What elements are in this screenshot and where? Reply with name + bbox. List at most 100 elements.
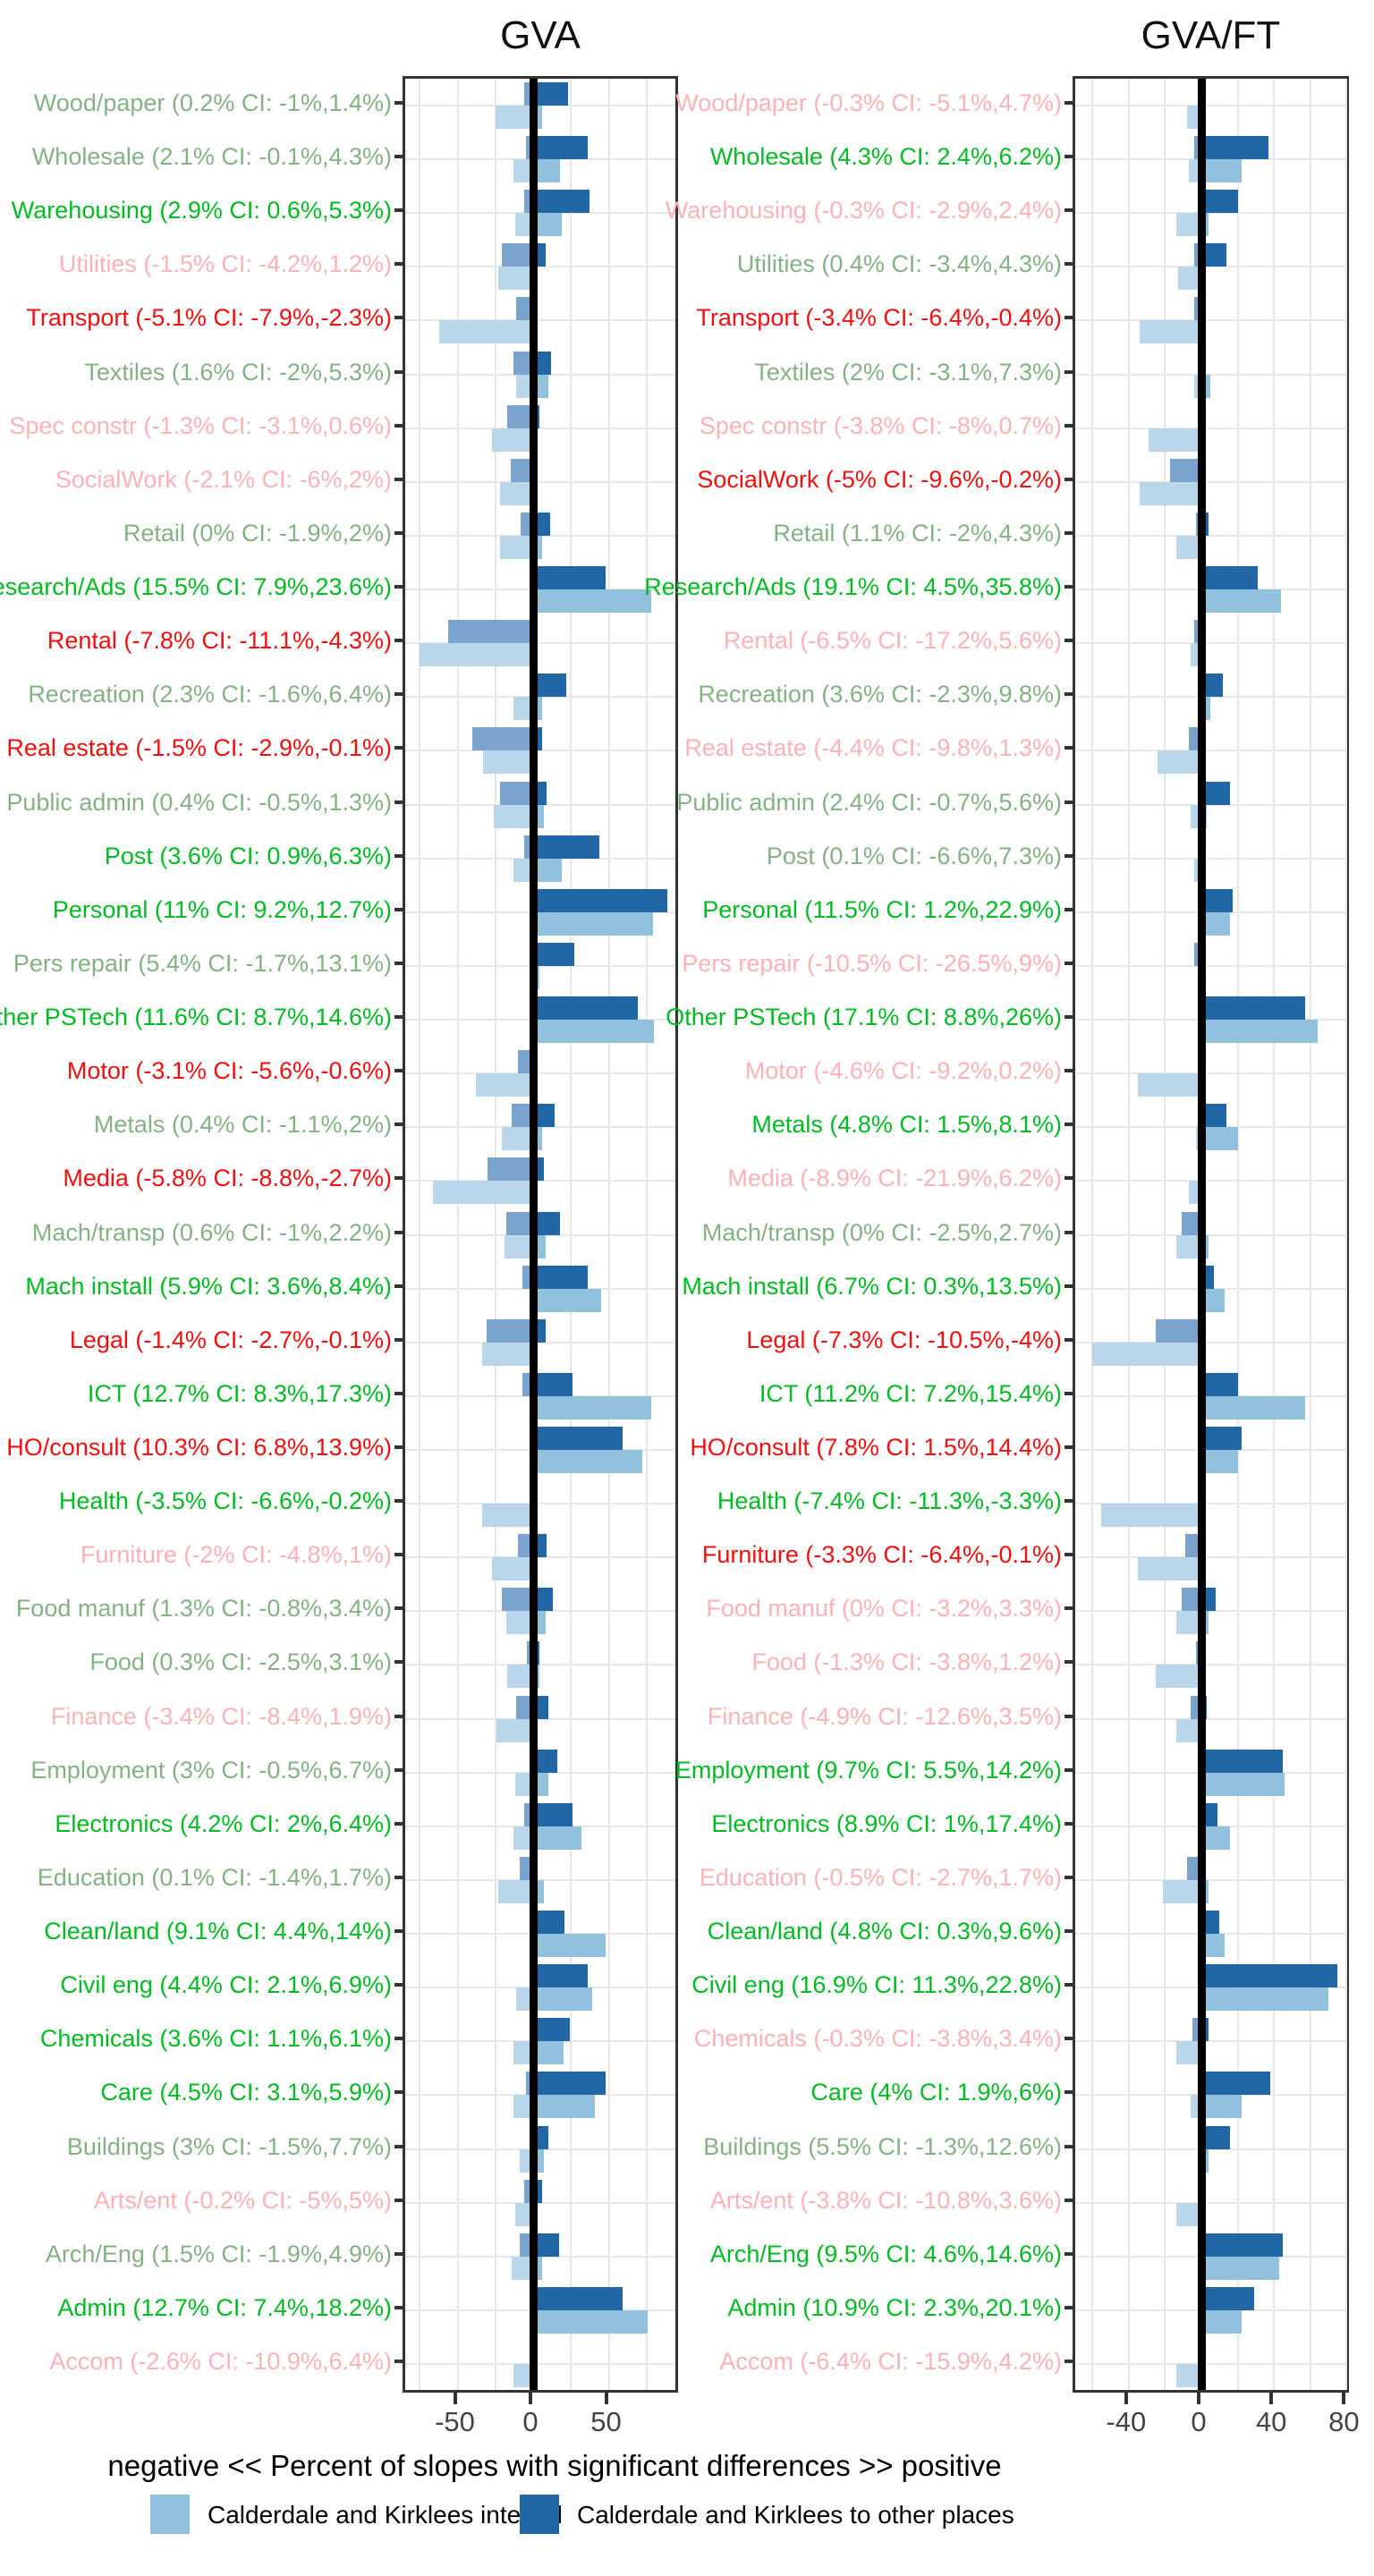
y-axis-tick (394, 477, 403, 481)
bar-other-negative-Finance (516, 1695, 533, 1719)
row-label-gva-Health: Health (-3.5% CI: -6.6%,-0.2%) (58, 1487, 392, 1515)
y-axis-tick (1064, 1391, 1073, 1395)
bar-other-negative-Real estate (472, 727, 533, 751)
row-label-gvaft-Textiles: Textiles (2% CI: -3.1%,7.3%) (754, 358, 1062, 386)
horizontal-gridline (1075, 803, 1346, 806)
y-axis-tick (1064, 101, 1073, 105)
bar-internal-positive-Personal (533, 911, 653, 936)
horizontal-gridline (1075, 857, 1346, 860)
y-axis-tick (1064, 530, 1073, 535)
row-label-gva-Research/Ads: Research/Ads (15.5% CI: 7.9%,23.6%) (0, 573, 392, 601)
bar-internal-negative-Utilities (498, 267, 533, 291)
row-label-gva-Food manuf: Food manuf (1.3% CI: -0.8%,3.4%) (15, 1595, 392, 1623)
row-label-gvaft-Metals: Metals (4.8% CI: 1.5%,8.1%) (751, 1111, 1062, 1139)
row-label-gva-Spec constr: Spec constr (-1.3% CI: -3.1%,0.6%) (9, 411, 392, 439)
x-axis-tick (1342, 2393, 1346, 2404)
bar-other-positive-Wholesale (1201, 136, 1269, 160)
bar-internal-positive-Civil eng (533, 1987, 592, 2012)
x-axis-tick-label: 40 (1255, 2406, 1287, 2437)
row-label-gvaft-Chemicals: Chemicals (-0.3% CI: -3.8%,3.4%) (693, 2025, 1062, 2053)
bar-other-positive-Food manuf (533, 1588, 553, 1612)
bar-internal-negative-Transport (1139, 320, 1201, 344)
x-axis-tick-label: 0 (522, 2406, 539, 2437)
y-axis-tick (394, 961, 403, 965)
horizontal-gridline (1075, 2363, 1346, 2366)
bar-internal-negative-Mach/transp (504, 1234, 533, 1258)
bar-other-negative-SocialWork (510, 458, 533, 482)
bar-internal-positive-Personal (1201, 911, 1231, 936)
bar-internal-positive-ICT (1201, 1395, 1305, 1419)
y-axis-tick (394, 101, 403, 105)
bar-other-negative-Electronics (523, 1802, 533, 1826)
bar-internal-negative-Electronics (513, 1826, 533, 1850)
bar-other-negative-Care (525, 2072, 533, 2096)
bar-other-positive-Warehousing (533, 190, 589, 214)
horizontal-gridline (1075, 1878, 1346, 1881)
bar-internal-negative-Spec constr (492, 428, 533, 452)
y-axis-tick (394, 1553, 403, 1557)
y-axis-tick (1064, 1606, 1073, 1611)
x-axis-tick (1269, 2393, 1274, 2404)
bar-internal-negative-Legal (481, 1342, 533, 1366)
row-label-gva-Clean/land: Clean/land (9.1% CI: 4.4%,14%) (44, 1918, 392, 1945)
x-axis-tick (1124, 2393, 1128, 2404)
y-axis-tick (394, 907, 403, 911)
bar-internal-negative-Real estate (1158, 750, 1201, 775)
y-axis-tick (394, 530, 403, 535)
bar-other-positive-Other PSTech (533, 996, 638, 1021)
bar-other-negative-ICT (522, 1372, 533, 1396)
y-axis-tick (1064, 585, 1073, 589)
bar-internal-negative-Chemicals (513, 2041, 533, 2065)
y-axis-tick (1064, 1499, 1073, 1504)
y-axis-tick (394, 1123, 403, 1127)
legend-swatch-other (520, 2495, 559, 2534)
row-label-gva-SocialWork: SocialWork (-2.1% CI: -6%,2%) (55, 465, 392, 493)
y-axis-tick (1064, 961, 1073, 965)
y-axis-tick (1064, 2198, 1073, 2202)
y-axis-tick (1064, 2090, 1073, 2095)
bar-other-positive-Mach/transp (533, 1211, 561, 1235)
row-label-gvaft-Health: Health (-7.4% CI: -11.3%,-3.3%) (717, 1487, 1062, 1515)
y-axis-tick (394, 1767, 403, 1772)
x-axis-tick-label: 50 (590, 2406, 622, 2437)
horizontal-gridline (1075, 1503, 1346, 1505)
row-label-gvaft-Other PSTech: Other PSTech (17.1% CI: 8.8%,26%) (666, 1004, 1062, 1031)
y-axis-tick (1064, 1015, 1073, 1020)
y-axis-tick (394, 369, 403, 374)
vertical-gridline (1345, 79, 1348, 2390)
row-label-gvaft-Wholesale: Wholesale (4.3% CI: 2.4%,6.2%) (709, 143, 1062, 171)
bar-other-positive-ICT (533, 1372, 572, 1396)
bar-other-positive-Warehousing (1201, 190, 1238, 214)
bar-internal-negative-Motor (1137, 1073, 1201, 1097)
horizontal-gridline (1075, 373, 1346, 376)
bar-other-positive-Clean/land (533, 1911, 565, 1935)
bar-internal-negative-Furniture (492, 1557, 533, 1581)
y-axis-tick (394, 1230, 403, 1234)
row-label-gvaft-Public admin: Public admin (2.4% CI: -0.7%,5.6%) (676, 788, 1062, 816)
row-label-gvaft-ICT: ICT (11.2% CI: 7.2%,15.4%) (759, 1379, 1062, 1407)
row-label-gvaft-Recreation: Recreation (3.6% CI: -2.3%,9.8%) (698, 681, 1062, 708)
bar-internal-negative-Wood/paper (495, 106, 533, 129)
row-label-gvaft-Arts/ent: Arts/ent (-3.8% CI: -10.8%,3.6%) (709, 2186, 1062, 2214)
row-label-gvaft-Post: Post (0.1% CI: -6.6%,7.3%) (766, 842, 1062, 869)
bar-internal-negative-Chemicals (1175, 2041, 1201, 2065)
horizontal-gridline (1075, 696, 1346, 699)
y-axis-tick (394, 746, 403, 750)
y-axis-tick (1064, 1714, 1073, 1718)
bar-other-positive-Employment (1201, 1749, 1284, 1773)
horizontal-gridline (405, 750, 675, 752)
bar-other-positive-Other PSTech (1201, 996, 1305, 1021)
x-axis-tick (1197, 2393, 1200, 2404)
row-label-gvaft-Admin: Admin (10.9% CI: 2.3%,20.1%) (727, 2293, 1062, 2321)
bar-other-positive-Arch/Eng (1201, 2233, 1284, 2257)
y-axis-tick (394, 423, 403, 428)
row-label-gva-Public admin: Public admin (0.4% CI: -0.5%,1.3%) (6, 788, 392, 816)
bar-internal-negative-Employment (514, 1772, 533, 1796)
bar-internal-negative-Warehousing (514, 213, 533, 237)
row-label-gva-Admin: Admin (12.7% CI: 7.4%,18.2%) (57, 2293, 392, 2321)
horizontal-gridline (405, 1503, 675, 1505)
bar-internal-positive-Wholesale (533, 159, 561, 183)
bar-internal-positive-Recreation (1201, 697, 1211, 721)
y-axis-tick (394, 2144, 403, 2148)
horizontal-gridline (1075, 2040, 1346, 2043)
